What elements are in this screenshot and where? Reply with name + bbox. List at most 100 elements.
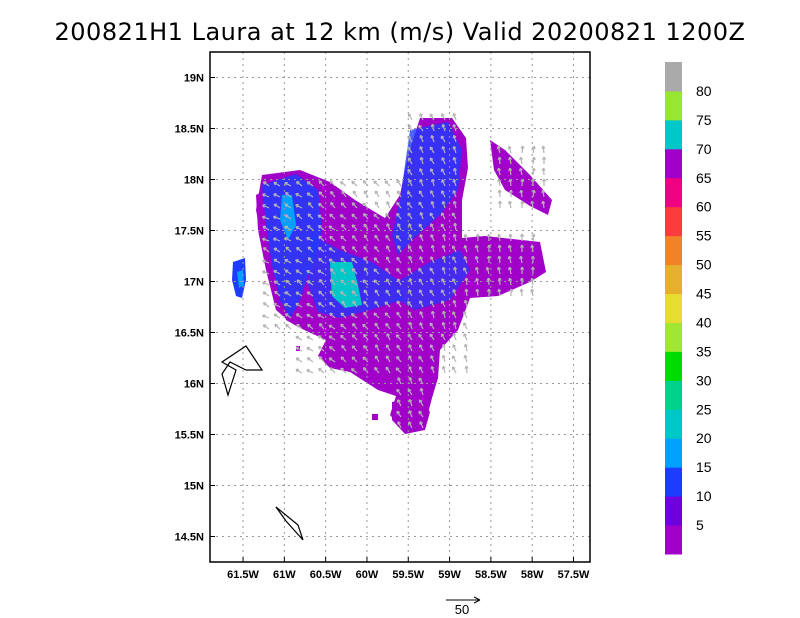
wind-arrow [285, 192, 292, 198]
wind-arrow [532, 189, 535, 198]
wind-arrow [351, 180, 358, 187]
wind-arrowhead [341, 190, 346, 195]
colorbar-segment [665, 148, 682, 179]
wind-arrowhead [441, 300, 445, 304]
wind-arrow [262, 259, 270, 264]
wind-arrow [408, 410, 413, 418]
wind-arrowhead [452, 333, 457, 337]
wind-arrow [419, 399, 424, 407]
wind-arrowhead [531, 189, 536, 194]
wind-arrowhead [319, 278, 323, 283]
wind-arrow [431, 179, 435, 187]
wind-arrowhead [397, 245, 401, 249]
wind-arrow [453, 179, 457, 187]
wind-arrow [509, 278, 512, 286]
wind-arrow [363, 367, 369, 374]
colorbar-segment [665, 380, 682, 410]
wind-arrow [351, 356, 358, 363]
colorbar-segment [665, 235, 682, 266]
wind-arrowhead [273, 302, 277, 307]
wind-arrowhead [429, 300, 434, 304]
lat-lon-grid [210, 52, 590, 562]
wind-arrowhead [384, 180, 389, 185]
wind-arrow [318, 302, 325, 308]
wind-arrowhead [272, 215, 277, 220]
wind-arrowhead [363, 245, 367, 250]
wind-arrowhead [419, 146, 424, 150]
wind-arrow [306, 192, 314, 198]
colorbar-segment [665, 525, 682, 555]
wind-arrow [374, 246, 380, 253]
wind-arrowhead [339, 181, 344, 185]
wind-arrow [521, 178, 524, 187]
wind-arrowhead [452, 321, 457, 326]
wind-arrow [419, 344, 424, 352]
wind-arrowhead [440, 190, 445, 194]
wind-arrowhead [384, 301, 389, 306]
wind-arrowhead [295, 346, 300, 351]
wind-arrow [363, 223, 369, 231]
wind-arrowhead [386, 333, 390, 337]
wind-arrow [351, 202, 358, 209]
wind-arrow [520, 288, 523, 297]
wind-arrow [464, 355, 468, 363]
wind-arrowhead [351, 279, 355, 284]
lat-label: 19N [184, 73, 204, 85]
wind-arrowhead [285, 191, 289, 196]
wind-arrowhead [430, 178, 435, 183]
wind-arrow [441, 168, 446, 176]
wind-arrow [509, 157, 512, 165]
wind-arrow [463, 311, 468, 319]
wind-arrow [373, 279, 380, 286]
wind-arrow [352, 190, 358, 198]
wind-arrowhead [317, 269, 322, 274]
wind-arrowhead [441, 145, 446, 150]
wind-arrow [419, 146, 424, 154]
wind-arrowhead [374, 201, 379, 205]
wind-arrowhead [262, 324, 267, 328]
wind-arrow [295, 236, 303, 242]
wind-arrowhead [373, 257, 378, 261]
wind-arrowhead [397, 377, 401, 381]
wind-arrow [396, 268, 402, 275]
wind-arrow [531, 289, 534, 297]
wind-arrow [452, 124, 457, 132]
wind-arrowhead [430, 310, 435, 315]
wind-arrowhead [262, 225, 267, 230]
wind-arrowhead [463, 267, 467, 271]
wind-arrowhead [329, 301, 333, 306]
wind-arrowhead [362, 356, 367, 361]
wind-arrowhead [374, 289, 379, 293]
wind-arrowhead [463, 244, 468, 249]
wind-arrow [521, 145, 524, 154]
wind-arrowhead [430, 244, 435, 249]
wind-arrow [509, 233, 512, 242]
wind-arrow [328, 258, 336, 264]
wind-arrow [329, 290, 336, 297]
wind-arrow [385, 267, 391, 275]
wind-arrow [453, 168, 457, 176]
wind-arrowhead [441, 200, 446, 205]
wind-arrowhead [262, 247, 267, 251]
wind-arrow [397, 223, 402, 231]
wind-arrowhead [318, 191, 323, 195]
wind-arrow [420, 157, 424, 165]
wind-arrowhead [407, 146, 411, 151]
wind-arrowhead [408, 179, 412, 183]
wind-arrowhead [318, 235, 322, 240]
wind-arrowhead [374, 245, 378, 250]
wind-arrow [295, 357, 303, 363]
wind-arrowhead [474, 255, 479, 260]
wind-arrow [408, 245, 413, 253]
wind-arrow [430, 278, 435, 286]
wind-arrowhead [295, 269, 300, 274]
wind-arrow [295, 335, 303, 341]
wind-arrow [440, 135, 446, 143]
wind-arrow [351, 368, 358, 374]
wind-arrowhead [396, 201, 400, 206]
wind-arrow [454, 267, 457, 275]
wind-arrowhead [329, 312, 333, 317]
wind-arrowhead [475, 288, 480, 293]
wind-arrow [409, 256, 413, 264]
wind-arrowhead [451, 366, 456, 370]
